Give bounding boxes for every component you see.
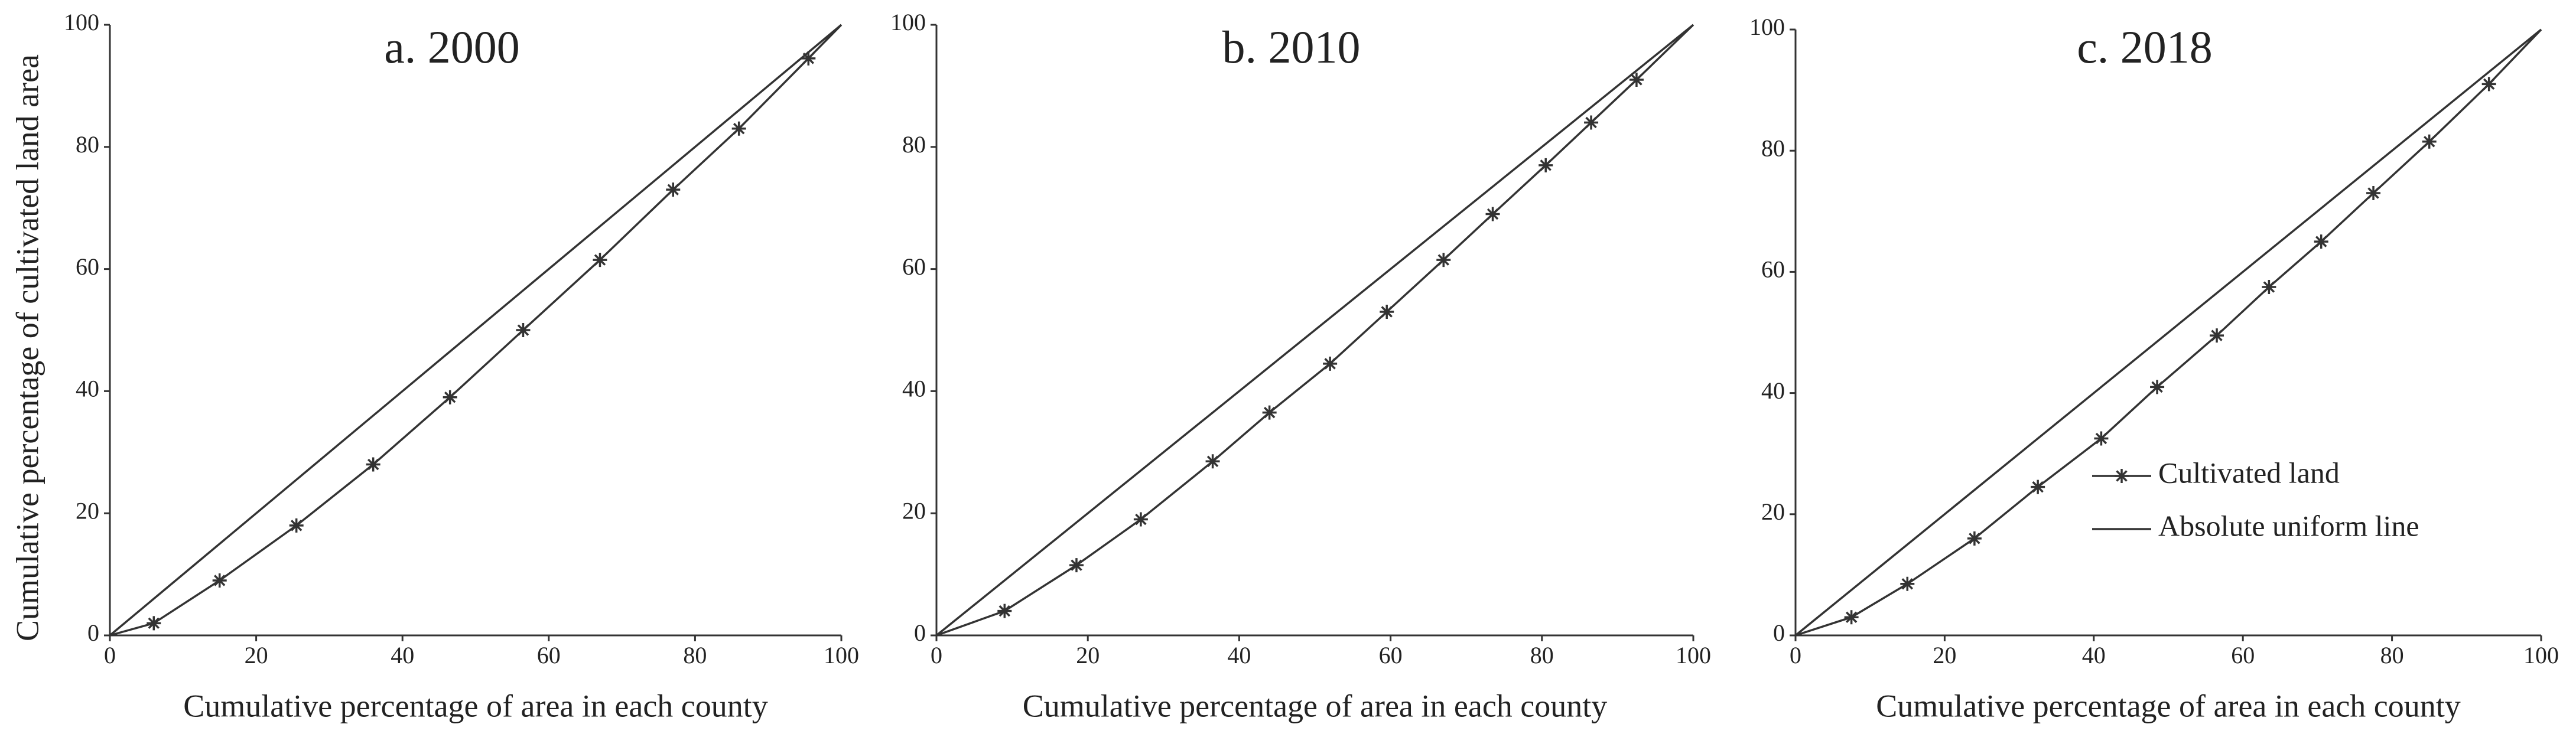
y-tick-label: 20 [1761,498,1785,525]
y-tick-label: 80 [76,131,99,158]
data-point [516,323,531,337]
data-point [1436,253,1451,268]
y-tick-label: 20 [902,497,926,524]
data-point [2031,479,2045,494]
y-tick-label: 0 [87,619,99,646]
data-point [1069,558,1084,573]
y-tick-label: 0 [1773,619,1785,646]
x-tick-label: 60 [2231,642,2255,668]
x-tick-label: 20 [1076,642,1100,668]
y-tick-label: 40 [1761,377,1785,404]
x-tick-label: 80 [2380,642,2404,668]
y-tick-label: 40 [76,376,99,402]
legend-marker [2115,469,2129,483]
data-point [2481,77,2496,92]
data-point [801,51,816,66]
data-point [2150,380,2165,394]
series-line [1795,28,2542,637]
chart-title: c. 2018 [2077,21,2213,73]
series-line [109,24,843,637]
data-point [1262,405,1277,420]
data-point [997,604,1012,618]
y-tick-label: 100 [1749,14,1785,40]
data-point [1323,356,1338,371]
data-point [2366,186,2381,201]
x-tick-label: 40 [2082,642,2106,668]
y-tick-label: 100 [64,9,99,35]
x-axis-label: Cumulative percentage of area in each co… [183,688,768,723]
data-point [289,518,304,533]
y-axis-label: Cumulative percentage of cultivated land… [9,54,45,641]
data-point [593,253,607,268]
x-tick-label: 20 [245,642,268,668]
x-tick-label: 0 [104,642,116,668]
y-tick-label: 80 [902,131,926,158]
chart: 0 20 40 60 80 100 0 20 40 60 80 100 b. 2010 Cumulativ… [890,9,1711,723]
x-tick-label: 40 [391,642,414,668]
x-axis-label: Cumulative percentage of area in each co… [1876,688,2461,723]
x-tick-label: 0 [931,642,942,668]
x-tick-label: 60 [537,642,561,668]
series-line [109,24,843,637]
chart: 0 20 40 60 80 100 0 20 40 60 80 100 a. 2000 Cumulativ… [9,9,859,723]
x-axis-label: Cumulative percentage of area in each co… [1023,688,1608,723]
data-point [731,121,746,136]
data-point [1485,207,1500,221]
data-point [366,457,380,472]
y-tick-label: 100 [890,9,926,35]
data-point [2314,234,2328,249]
series-line [936,24,1694,637]
y-tick-label: 0 [914,619,926,646]
data-point [1584,115,1599,130]
x-tick-label: 60 [1379,642,1403,668]
chart-title: a. 2000 [384,21,520,73]
data-point [1133,512,1148,527]
x-tick-label: 100 [1676,642,1711,668]
series-line [935,24,1694,637]
y-tick-label: 20 [76,497,99,524]
chart-title: b. 2010 [1222,21,1361,73]
y-tick-label: 40 [902,376,926,402]
data-point [147,616,161,631]
data-point [2422,134,2437,149]
y-tick-label: 60 [1761,256,1785,283]
data-point [1900,576,1915,591]
x-tick-label: 20 [1933,642,1956,668]
series-line [1794,28,2542,637]
data-point [443,390,457,405]
legend-label: Absolute uniform line [2158,509,2419,542]
data-point [2262,280,2276,295]
x-tick-label: 0 [1790,642,1801,668]
data-point [1380,304,1394,319]
y-tick-label: 60 [902,253,926,280]
y-tick-label: 80 [1761,135,1785,161]
data-point [1539,158,1553,172]
legend-label: Cultivated land [2158,456,2340,489]
data-point [2094,431,2109,446]
data-point [1967,531,1982,546]
data-point [666,182,681,197]
data-point [2210,328,2224,343]
x-tick-label: 80 [1530,642,1554,668]
data-point [212,573,227,588]
y-tick-label: 60 [76,253,99,280]
data-point [1844,610,1859,625]
chart: 0 20 40 60 80 100 0 20 40 60 80 100 c. 2018 Cumulativ… [1749,14,2559,723]
x-tick-label: 40 [1227,642,1251,668]
data-point [1205,454,1220,469]
x-tick-label: 80 [683,642,707,668]
x-tick-label: 100 [824,642,859,668]
x-tick-label: 100 [2523,642,2559,668]
data-point [1629,73,1644,87]
